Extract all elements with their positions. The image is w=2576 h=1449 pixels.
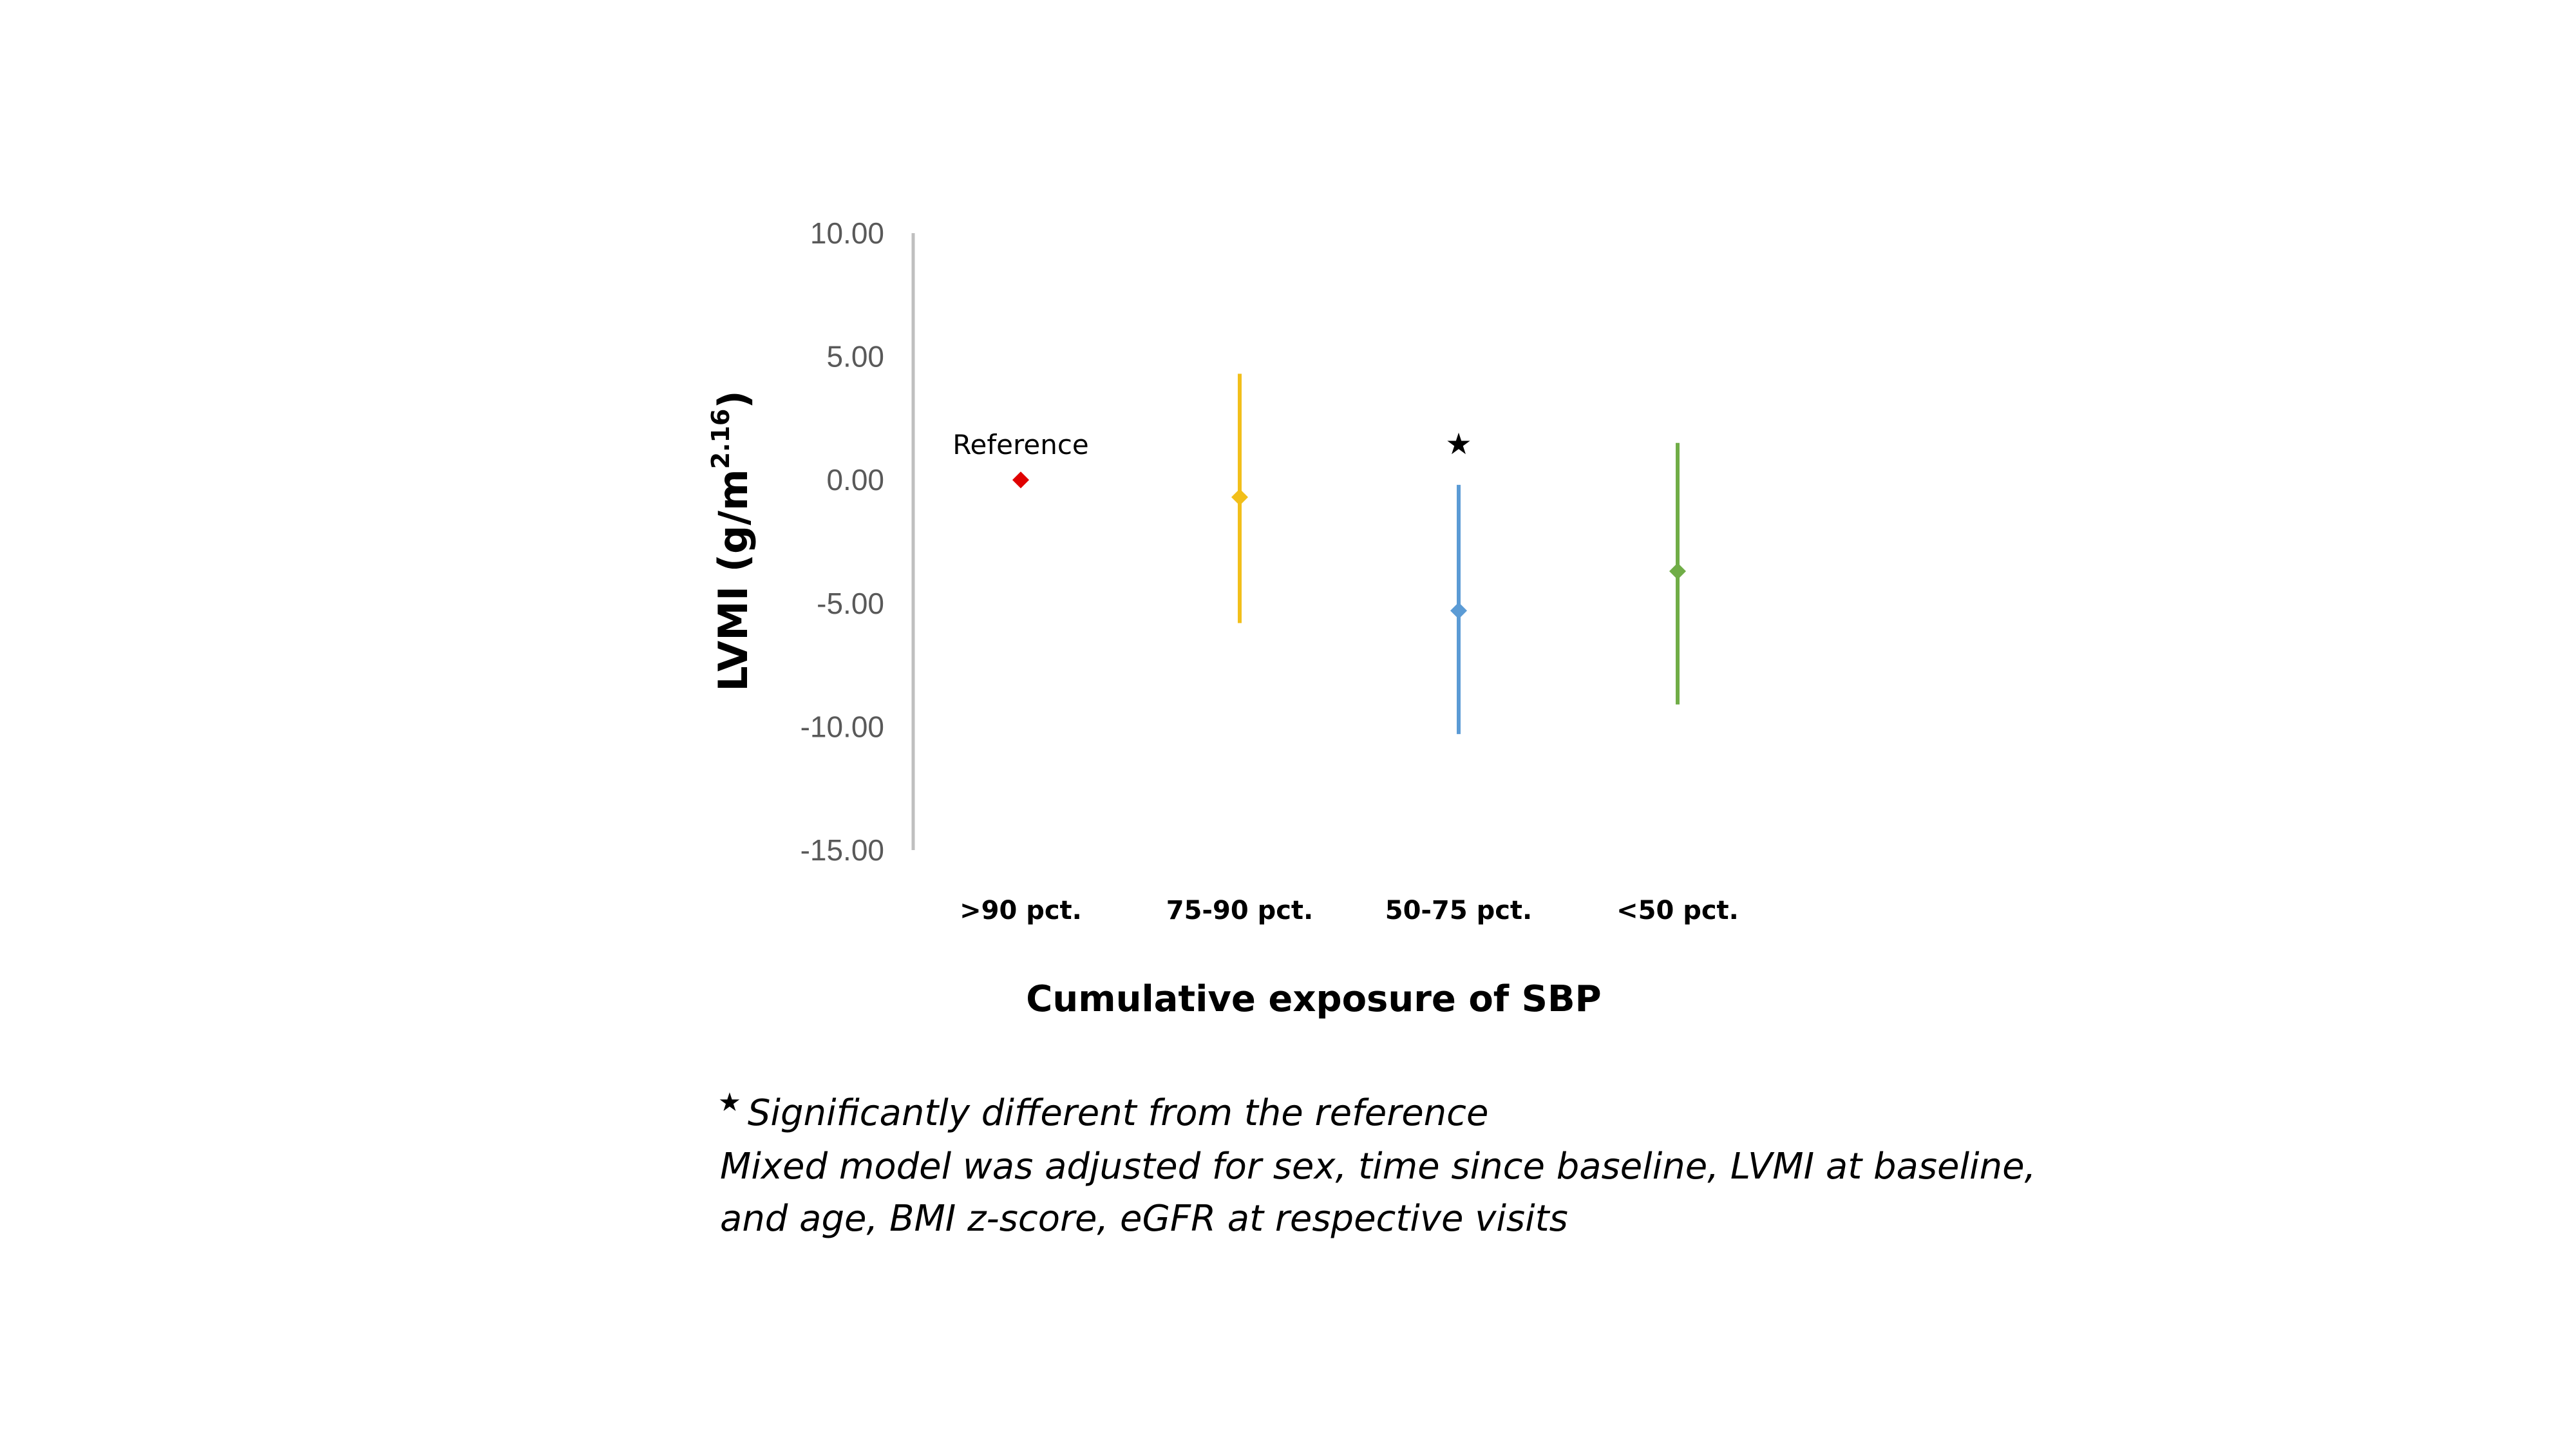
- model-note-line-1: Mixed model was adjusted for sex, time s…: [720, 1146, 2036, 1188]
- significance-note: ★ Significantly different from the refere…: [718, 1077, 1488, 1139]
- y-tick-label: -5.00: [817, 587, 884, 620]
- point-estimate-marker: [1669, 562, 1686, 580]
- y-tick-label: 10.00: [810, 216, 884, 250]
- y-axis-title-close: ): [710, 390, 757, 408]
- y-tick-labels: 10.00 5.00 0.00 -5.00 -10.00 -15.00: [800, 216, 884, 867]
- y-axis-title: LVMI (g/m2.16): [706, 390, 757, 691]
- y-tick-label: 5.00: [826, 340, 884, 374]
- x-category-label: 50-75 pct.: [1385, 896, 1533, 925]
- x-category-label: <50 pct.: [1616, 896, 1739, 925]
- model-note-line-2: and age, BMI z-score, eGFR at respective…: [720, 1198, 1568, 1240]
- x-axis-title: Cumulative exposure of SBP: [1026, 978, 1601, 1020]
- x-category-labels: >90 pct. 75-90 pct. 50-75 pct. <50 pct.: [960, 896, 1739, 925]
- y-axis-title-superscript: 2.16: [706, 409, 735, 469]
- y-tick-label: -10.00: [800, 710, 884, 743]
- x-category-label: 75-90 pct.: [1166, 896, 1314, 925]
- reference-label: Reference: [952, 429, 1089, 460]
- star-icon: ★: [718, 1088, 741, 1117]
- x-category-label: >90 pct.: [960, 896, 1082, 925]
- point-estimate-marker: [1012, 471, 1029, 489]
- y-tick-label: -15.00: [800, 833, 884, 867]
- significance-note-text: Significantly different from the referen…: [747, 1092, 1489, 1134]
- point-estimate-marker: [1450, 602, 1467, 620]
- point-estimate-marker: [1231, 489, 1248, 506]
- significance-star: ★: [1445, 426, 1472, 461]
- y-tick-label: 0.00: [826, 463, 884, 497]
- y-axis-title-text: LVMI (g/m: [710, 469, 757, 691]
- data-marks: Reference ★: [952, 374, 1686, 734]
